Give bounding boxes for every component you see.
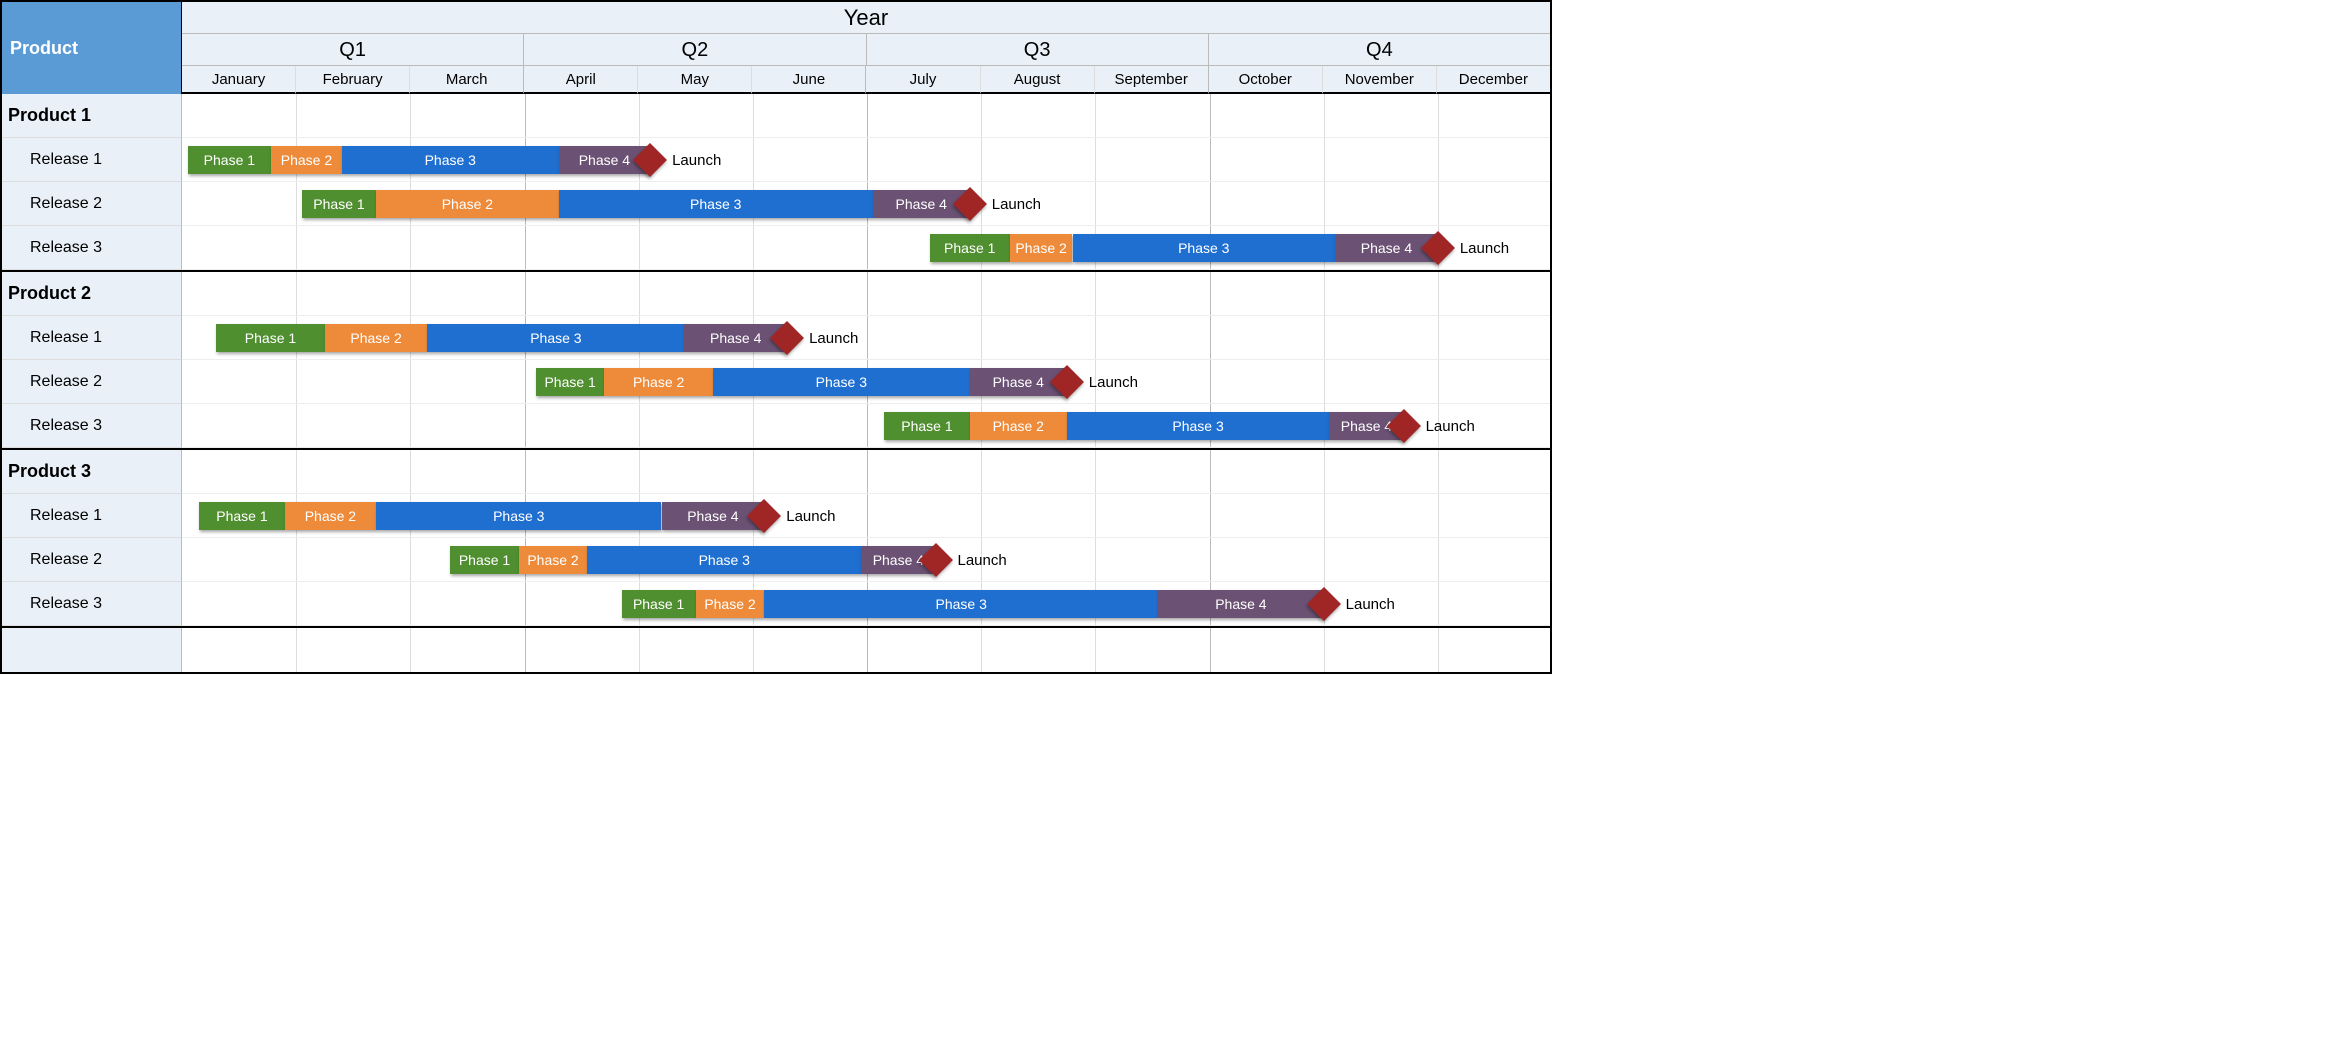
phase-bar: Phase 1 (622, 590, 696, 618)
release-name: Release 2 (2, 360, 182, 404)
milestone-label: Launch (1346, 590, 1395, 618)
phase-bar: Phase 2 (604, 368, 712, 396)
phase-bar: Phase 3 (559, 190, 873, 218)
phase-bar: Phase 2 (376, 190, 559, 218)
year-header: Year (182, 2, 1550, 34)
release-name: Release 2 (2, 538, 182, 582)
phase-bar: Phase 3 (376, 502, 661, 530)
quarters-row: Q1Q2Q3Q4 (182, 34, 1550, 66)
release-row-chart: Phase 1Phase 2Phase 3Phase 4Launch (182, 182, 1550, 226)
month-header: June (752, 66, 866, 94)
quarter-header: Q1 (182, 34, 524, 66)
month-header: January (182, 66, 296, 94)
phase-bar: Phase 3 (1073, 234, 1336, 262)
month-header: February (296, 66, 410, 94)
month-header: October (1209, 66, 1323, 94)
milestone-label: Launch (992, 190, 1041, 218)
product-row-chart (182, 272, 1550, 316)
month-header: November (1323, 66, 1437, 94)
product-header-label: Product (10, 38, 78, 59)
phase-bar: Phase 1 (216, 324, 324, 352)
milestone-label: Launch (672, 146, 721, 174)
release-row-chart: Phase 1Phase 2Phase 3Phase 4Launch (182, 404, 1550, 448)
phase-bar: Phase 3 (713, 368, 970, 396)
release-row-chart: Phase 1Phase 2Phase 3Phase 4Launch (182, 538, 1550, 582)
quarter-header: Q3 (867, 34, 1209, 66)
product-name: Product 1 (2, 94, 182, 138)
header-row: Product Year Q1Q2Q3Q4 JanuaryFebruaryMar… (2, 2, 1550, 94)
release-row-chart: Phase 1Phase 2Phase 3Phase 4Launch (182, 316, 1550, 360)
quarter-header: Q2 (524, 34, 866, 66)
product-name: Product 3 (2, 450, 182, 494)
phase-bar: Phase 3 (342, 146, 559, 174)
release-row-chart: Phase 1Phase 2Phase 3Phase 4Launch (182, 494, 1550, 538)
phase-bar: Phase 3 (1067, 412, 1330, 440)
phase-bar: Phase 1 (302, 190, 376, 218)
month-header: August (981, 66, 1095, 94)
phase-bar: Phase 2 (325, 324, 428, 352)
product-row-chart (182, 450, 1550, 494)
phase-bar: Phase 4 (1158, 590, 1324, 618)
month-header: September (1095, 66, 1209, 94)
timeline-header: Year Q1Q2Q3Q4 JanuaryFebruaryMarchAprilM… (182, 2, 1550, 94)
month-header: March (410, 66, 524, 94)
phase-bar: Phase 3 (764, 590, 1158, 618)
month-header: July (866, 66, 980, 94)
month-header: December (1437, 66, 1550, 94)
product-row-chart (182, 94, 1550, 138)
release-name: Release 3 (2, 226, 182, 270)
release-row-chart: Phase 1Phase 2Phase 3Phase 4Launch (182, 360, 1550, 404)
phase-bar: Phase 3 (427, 324, 684, 352)
footer-label (2, 628, 182, 672)
phase-bar: Phase 1 (930, 234, 1010, 262)
products-container: Product 1Release 1Phase 1Phase 2Phase 3P… (2, 94, 1550, 628)
phase-bar: Phase 2 (519, 546, 588, 574)
release-row-chart: Phase 1Phase 2Phase 3Phase 4Launch (182, 226, 1550, 270)
release-name: Release 1 (2, 138, 182, 182)
milestone-label: Launch (786, 502, 835, 530)
phase-bar: Phase 2 (271, 146, 342, 174)
phase-bar: Phase 2 (1010, 234, 1073, 262)
release-name: Release 1 (2, 494, 182, 538)
footer-chart (182, 628, 1550, 672)
release-row-chart: Phase 1Phase 2Phase 3Phase 4Launch (182, 138, 1550, 182)
phase-bar: Phase 1 (188, 146, 271, 174)
release-name: Release 3 (2, 404, 182, 448)
roadmap-chart: Product Year Q1Q2Q3Q4 JanuaryFebruaryMar… (0, 0, 1552, 674)
release-name: Release 3 (2, 582, 182, 626)
milestone-label: Launch (1426, 412, 1475, 440)
milestone-label: Launch (958, 546, 1007, 574)
phase-bar: Phase 2 (970, 412, 1067, 440)
phase-bar: Phase 2 (285, 502, 376, 530)
month-header: May (638, 66, 752, 94)
month-header: April (524, 66, 638, 94)
phase-bar: Phase 1 (199, 502, 285, 530)
milestone-label: Launch (809, 324, 858, 352)
product-block: Product 2Release 1Phase 1Phase 2Phase 3P… (2, 272, 1550, 450)
months-row: JanuaryFebruaryMarchAprilMayJuneJulyAugu… (182, 66, 1550, 94)
milestone-label: Launch (1460, 234, 1509, 262)
phase-bar: Phase 1 (450, 546, 519, 574)
phase-bar: Phase 2 (696, 590, 765, 618)
product-block: Product 1Release 1Phase 1Phase 2Phase 3P… (2, 94, 1550, 272)
product-name: Product 2 (2, 272, 182, 316)
phase-bar: Phase 1 (536, 368, 605, 396)
phase-bar: Phase 1 (884, 412, 970, 440)
milestone-label: Launch (1089, 368, 1138, 396)
release-name: Release 2 (2, 182, 182, 226)
quarter-header: Q4 (1209, 34, 1550, 66)
release-row-chart: Phase 1Phase 2Phase 3Phase 4 Launch (182, 582, 1550, 626)
release-name: Release 1 (2, 316, 182, 360)
product-column-header: Product (2, 2, 182, 94)
product-block: Product 3Release 1Phase 1Phase 2Phase 3P… (2, 450, 1550, 628)
phase-bar: Phase 3 (587, 546, 861, 574)
footer-row (2, 628, 1550, 672)
